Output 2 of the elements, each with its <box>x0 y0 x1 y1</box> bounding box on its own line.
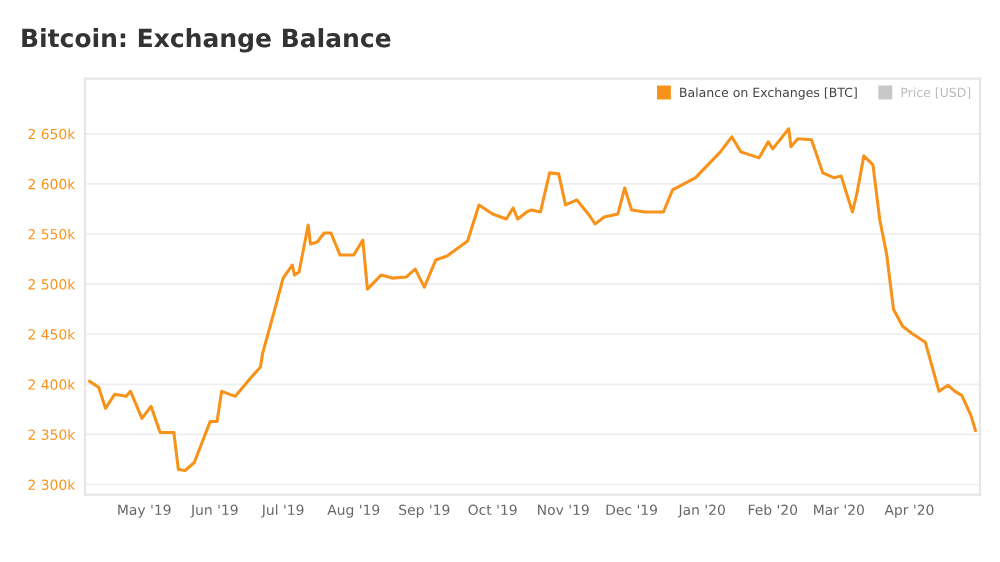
line-series <box>88 127 977 473</box>
chart-title: Bitcoin: Exchange Balance <box>22 28 391 53</box>
